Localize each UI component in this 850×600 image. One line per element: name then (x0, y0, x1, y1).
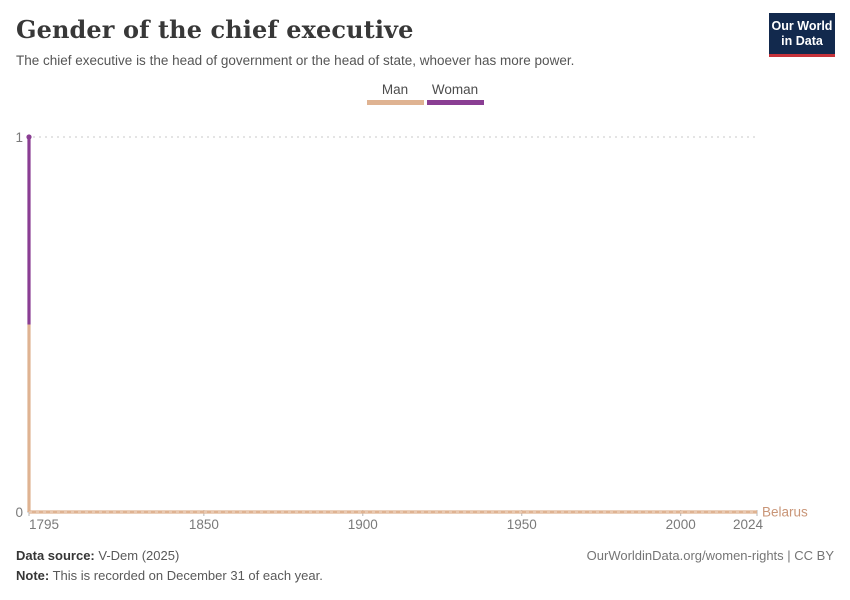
chart-subtitle: The chief executive is the head of gover… (16, 53, 575, 68)
legend-label-woman: Woman (431, 82, 479, 97)
x-tick-label: 1900 (348, 517, 378, 532)
footer-note-label: Note: (16, 568, 50, 583)
legend-item-man[interactable]: Man (366, 82, 424, 105)
page-title: Gender of the chief executive (16, 15, 414, 44)
legend-swatch-woman (426, 100, 484, 105)
x-tick-label: 2000 (666, 517, 696, 532)
series-start-marker[interactable] (26, 134, 32, 140)
entity-label[interactable]: Belarus (762, 505, 808, 520)
footer-source-value: V-Dem (2025) (94, 548, 180, 563)
x-tick-label: 1795 (29, 517, 59, 532)
owid-logo-line2: in Data (781, 33, 823, 48)
y-tick-label: 1 (15, 130, 23, 145)
footer-attribution-link[interactable]: OurWorldinData.org/women-rights | CC BY (586, 548, 834, 563)
footer-note-value: This is recorded on December 31 of each … (49, 568, 323, 583)
x-tick-label: 1950 (507, 517, 537, 532)
owid-logo[interactable]: Our World in Data (769, 13, 835, 57)
x-tick-label: 1850 (189, 517, 219, 532)
x-tick-label: 2024 (733, 517, 764, 532)
owid-logo-line1: Our World (771, 18, 833, 33)
legend-label-man: Man (381, 82, 409, 97)
legend: Man Woman (0, 82, 850, 105)
legend-item-woman[interactable]: Woman (426, 82, 484, 105)
footer-note: Note: This is recorded on December 31 of… (16, 568, 323, 583)
y-tick-label: 0 (15, 505, 23, 520)
footer-source: Data source: V-Dem (2025) (16, 548, 179, 563)
legend-swatch-man (366, 100, 424, 105)
footer-source-label: Data source: (16, 548, 95, 563)
